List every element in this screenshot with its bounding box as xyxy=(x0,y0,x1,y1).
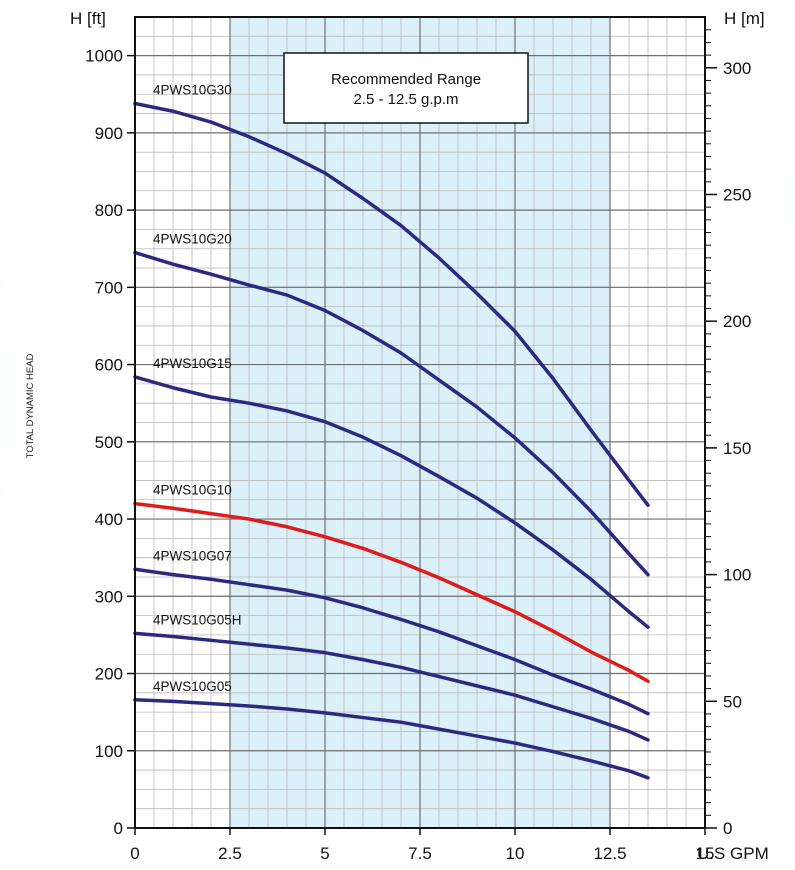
x-tick-label: 2.5 xyxy=(218,844,242,863)
x-tick-label: 0 xyxy=(130,844,139,863)
y-left-tick-label: 400 xyxy=(95,510,123,529)
y-right-tick-label: 200 xyxy=(723,312,751,331)
y-left-tick-label: 500 xyxy=(95,433,123,452)
recommended-range-frame xyxy=(283,52,529,124)
y-right-tick-label: 0 xyxy=(723,819,732,838)
series-line-4pws10g05h xyxy=(133,631,650,742)
series-line-4pws10g10 xyxy=(133,501,650,683)
y-left-tick-label: 200 xyxy=(95,665,123,684)
x-tick-label: 10 xyxy=(506,844,525,863)
y-left-tick-label: 0 xyxy=(114,819,123,838)
series-label-4pws10g05h: 4PWS10G05H xyxy=(153,612,242,627)
series-label-4pws10g05: 4PWS10G05 xyxy=(153,679,232,694)
recommended-range-box: Recommended Range 2.5 - 12.5 g.p.m xyxy=(283,52,529,124)
y-axis-left-title: H [ft] xyxy=(70,9,106,28)
y-left-tick-label: 100 xyxy=(95,742,123,761)
y-left-tick-label: 700 xyxy=(95,278,123,297)
y-left-tick-label: 600 xyxy=(95,356,123,375)
ticks-layer: 0100200300400500600700800900100005010015… xyxy=(85,29,751,863)
y-left-tick-label: 800 xyxy=(95,201,123,220)
y-left-tick-label: 300 xyxy=(95,587,123,606)
y-right-tick-label: 100 xyxy=(723,566,751,585)
y-left-tick-label: 900 xyxy=(95,124,123,143)
series-label-4pws10g20: 4PWS10G20 xyxy=(153,232,232,247)
recommended-range-values: 2.5 - 12.5 g.p.m xyxy=(353,91,458,108)
series-line-4pws10g15 xyxy=(133,375,650,629)
series-label-4pws10g07: 4PWS10G07 xyxy=(153,548,232,563)
x-tick-label: 5 xyxy=(320,844,329,863)
x-tick-label: 12.5 xyxy=(593,844,626,863)
y-left-tick-label: 1000 xyxy=(85,47,123,66)
y-axis-right-title: H [m] xyxy=(724,9,765,28)
y-right-tick-label: 50 xyxy=(723,692,742,711)
series-label-4pws10g10: 4PWS10G10 xyxy=(153,483,232,498)
series-layer: 4PWS10G30 4PWS10G20 4PWS10G15 4PWS10G10 4PWS… xyxy=(133,83,650,780)
recommended-range-title: Recommended Range xyxy=(331,71,481,88)
series-label-4pws10g30: 4PWS10G30 xyxy=(153,83,232,98)
x-tick-label: 15 xyxy=(696,844,715,863)
x-tick-label: 7.5 xyxy=(408,844,432,863)
series-line-4pws10g20 xyxy=(133,250,650,577)
y-right-tick-label: 150 xyxy=(723,439,751,458)
series-line-4pws10g05 xyxy=(133,698,650,780)
x-axis-title: U.S GPM xyxy=(697,844,769,863)
series-line-4pws10g30 xyxy=(133,101,650,507)
y-right-tick-label: 250 xyxy=(723,185,751,204)
series-label-4pws10g15: 4PWS10G15 xyxy=(153,356,232,371)
y-right-tick-label: 300 xyxy=(723,59,751,78)
total-dynamic-head-label: TOTAL DYNAMIC HEAD xyxy=(25,353,36,458)
series-line-4pws10g07 xyxy=(133,567,650,716)
